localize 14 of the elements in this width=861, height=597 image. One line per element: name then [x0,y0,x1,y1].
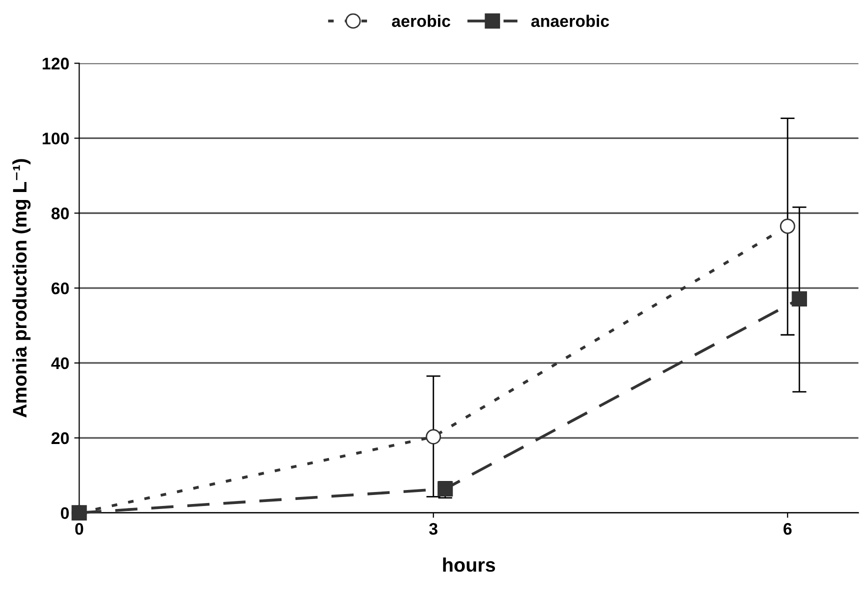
x-tick-label: 6 [784,522,792,535]
y-axis-title: Amonia production (mg L⁻¹) [12,159,31,418]
legend-label: aerobic [392,14,450,28]
x-tick-label: 0 [75,522,84,535]
y-tick-label: 0 [60,507,69,520]
y-tick-label: 60 [52,282,69,294]
legend-label: anaerobic [531,14,610,28]
x-axis-title: hours [443,558,496,572]
y-tick-label: 20 [52,432,69,444]
y-tick-label: 80 [51,208,69,220]
y-tick-label: 40 [51,357,69,370]
y-tick-label: 100 [42,132,69,144]
x-tick-label: 3 [429,522,438,535]
y-tick-label: 120 [42,58,69,70]
